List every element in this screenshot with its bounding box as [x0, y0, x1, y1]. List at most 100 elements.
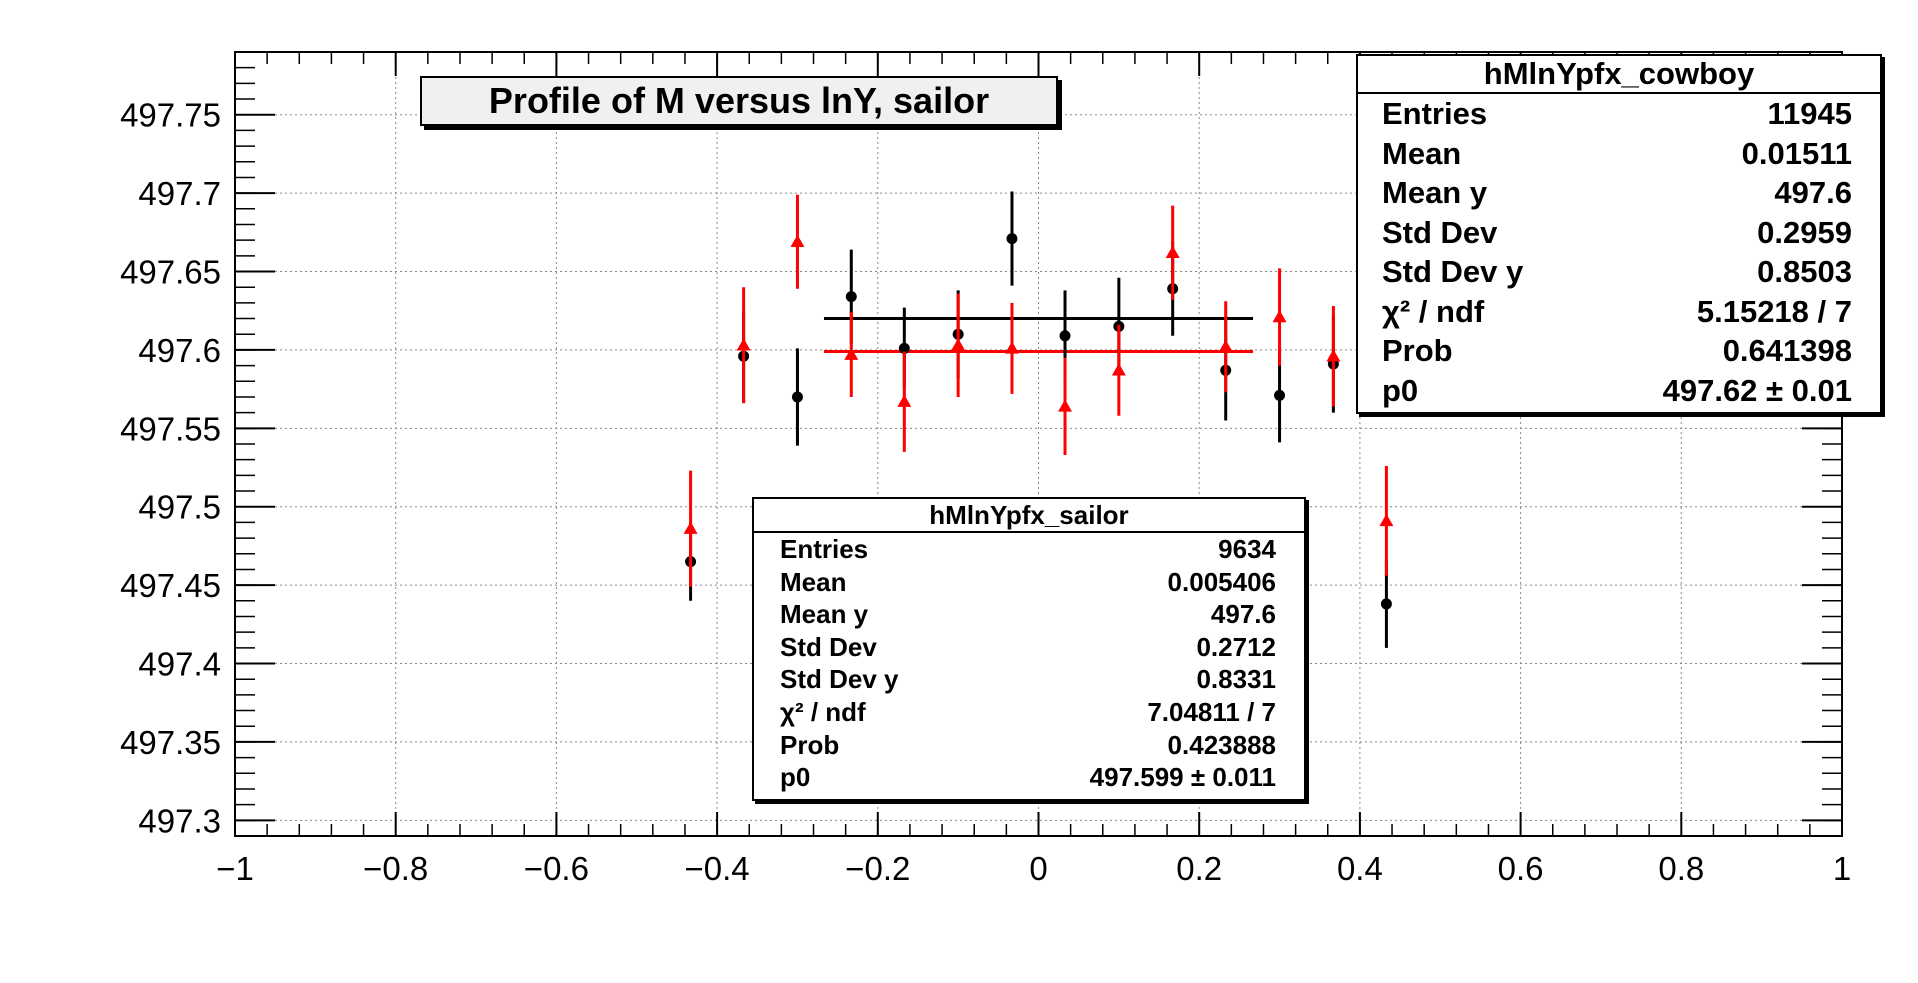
stats-value: 497.62 ± 0.01	[1662, 372, 1852, 408]
y-tick-label: 497.3	[138, 802, 221, 839]
triangle-marker	[1379, 513, 1394, 527]
triangle-marker	[1058, 399, 1073, 412]
stats-value: 497.6	[1210, 599, 1276, 630]
stats-label: Prob	[780, 729, 840, 760]
stats-row: Prob 0.641398	[1358, 331, 1880, 371]
stats-label: Mean	[780, 566, 847, 597]
triangle-marker	[1165, 245, 1180, 258]
triangle-marker	[844, 347, 859, 360]
stats-label: Entries	[1382, 96, 1488, 131]
circle-marker	[898, 342, 910, 354]
stats-value: 9634	[1218, 534, 1276, 564]
stats-box-sailor: hMlnYpfx_sailor Entries 9634 Mean 0.005406 M…	[752, 497, 1306, 801]
stats-label: Std Dev	[1382, 214, 1498, 250]
stats-value: 5.15218 / 7	[1696, 293, 1852, 329]
x-tick-label: 1	[1833, 850, 1851, 887]
stats-row: Std Dev y 0.8331	[754, 663, 1304, 696]
triangle-marker	[683, 521, 698, 534]
stats-rows: Entries 9634 Mean 0.005406 Mean y 497.6 Std De…	[754, 533, 1304, 794]
stats-label: Mean y	[1382, 175, 1488, 210]
y-tick-label: 497.55	[120, 410, 221, 447]
y-tick-label: 497.6	[138, 332, 221, 369]
stats-row: Mean 0.01511	[1358, 134, 1880, 174]
stats-row: Prob 0.423888	[754, 729, 1304, 762]
y-tick-label: 497.4	[138, 646, 221, 683]
data-points	[683, 191, 1394, 648]
stats-value: 497.6	[1774, 175, 1852, 210]
stats-row: χ² / ndf 7.04811 / 7	[754, 696, 1304, 729]
triangle-marker	[1111, 363, 1126, 376]
stats-row: Std Dev y 0.8503	[1358, 252, 1880, 292]
stats-value: 11945	[1767, 96, 1853, 131]
x-tick-label: 0.4	[1337, 850, 1383, 887]
x-tick-label: −0.4	[685, 850, 750, 887]
y-tick-label: 497.65	[120, 254, 221, 291]
triangle-marker	[897, 394, 912, 407]
stats-box-title: hMlnYpfx_sailor	[754, 499, 1304, 533]
stats-row: Mean y 497.6	[754, 598, 1304, 631]
stats-row: Std Dev 0.2712	[754, 631, 1304, 664]
circle-marker	[1006, 233, 1018, 245]
stats-row: Entries 11945	[1358, 94, 1880, 134]
stats-label: χ² / ndf	[780, 696, 866, 727]
y-tick-label: 497.35	[120, 724, 221, 761]
stats-label: Prob	[1382, 333, 1453, 368]
y-tick-label: 497.5	[138, 489, 221, 526]
x-tick-label: −0.6	[524, 850, 589, 887]
stats-label: p0	[1382, 372, 1419, 408]
triangle-marker	[1004, 341, 1019, 354]
triangle-marker	[1326, 349, 1341, 362]
circle-marker	[845, 291, 857, 303]
stats-label: Std Dev	[780, 631, 877, 662]
stats-value: 0.2959	[1757, 214, 1852, 250]
x-tick-labels: −1 −0.8 −0.6 −0.4 −0.2 0 0.2 0.4 0.6 0.8 1	[216, 850, 1851, 887]
fit-lines	[823, 317, 1254, 353]
stats-label: Mean	[1382, 135, 1462, 171]
stats-box-cowboy: hMlnYpfx_cowboy Entries 11945 Mean 0.01511 M…	[1356, 54, 1882, 414]
circle-marker	[1380, 598, 1392, 610]
triangle-marker	[1218, 339, 1233, 353]
stats-row: p0 497.62 ± 0.01	[1358, 371, 1880, 411]
chart-title: Profile of M versus lnY, sailor	[420, 76, 1058, 126]
circle-marker	[1059, 330, 1071, 342]
stats-label: Mean y	[780, 599, 869, 630]
stats-value: 0.01511	[1741, 135, 1852, 171]
stats-value: 7.04811 / 7	[1147, 696, 1276, 727]
stats-row: Mean y 497.6	[1358, 173, 1880, 213]
x-tick-label: −1	[216, 850, 254, 887]
stats-value: 0.423888	[1167, 729, 1276, 760]
stats-label: Entries	[780, 534, 869, 564]
triangle-marker	[1272, 309, 1287, 323]
stats-row: Std Dev 0.2959	[1358, 213, 1880, 253]
stats-label: p0	[780, 762, 811, 793]
stats-value: 0.2712	[1196, 631, 1276, 662]
stats-value: 0.005406	[1167, 566, 1276, 597]
stats-value: 0.8331	[1196, 664, 1276, 695]
stats-value: 497.599 ± 0.011	[1089, 762, 1276, 793]
stats-row: p0 497.599 ± 0.011	[754, 761, 1304, 794]
stats-value: 0.641398	[1722, 333, 1852, 368]
stats-label: Std Dev y	[1382, 254, 1524, 289]
x-tick-label: 0.6	[1498, 850, 1544, 887]
circle-marker	[791, 391, 803, 403]
x-tick-label: 0	[1029, 850, 1047, 887]
x-tick-label: −0.8	[363, 850, 428, 887]
stats-value: 0.8503	[1757, 254, 1852, 289]
x-tick-label: 0.8	[1658, 850, 1704, 887]
x-tick-label: 0.2	[1176, 850, 1222, 887]
x-tick-label: −0.2	[845, 850, 910, 887]
stats-row: χ² / ndf 5.15218 / 7	[1358, 292, 1880, 332]
triangle-marker	[736, 338, 751, 351]
y-tick-labels: 497.3 497.35 497.4 497.45 497.5 497.55 497.6 49…	[120, 97, 221, 840]
stats-box-title: hMlnYpfx_cowboy	[1358, 56, 1880, 94]
stats-label: Std Dev y	[780, 664, 899, 695]
y-tick-label: 497.45	[120, 567, 221, 604]
y-tick-label: 497.7	[138, 175, 221, 212]
stats-row: Entries 9634	[754, 533, 1304, 566]
plot-frame	[234, 51, 1843, 837]
stats-rows: Entries 11945 Mean 0.01511 Mean y 497.6 Std De…	[1358, 94, 1880, 410]
circle-marker	[1274, 389, 1286, 401]
triangle-marker	[790, 234, 805, 247]
stats-row: Mean 0.005406	[754, 566, 1304, 599]
